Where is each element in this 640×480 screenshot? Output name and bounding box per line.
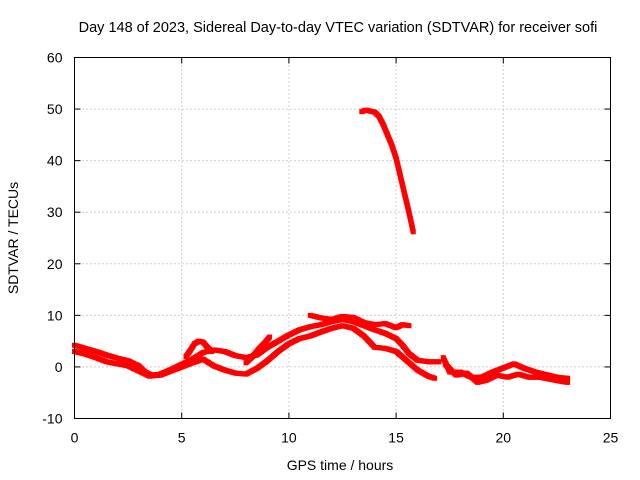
x-tick-label: 10 — [281, 430, 297, 446]
series-segment_11_15h — [307, 312, 412, 331]
grid-lines — [74, 57, 611, 419]
data-point — [209, 348, 215, 354]
y-tick-label: 10 — [47, 307, 63, 323]
y-axis-label: SDTVAR / TECUs — [5, 182, 21, 294]
y-tick-label: 60 — [47, 50, 63, 66]
y-tick-label: 30 — [47, 204, 63, 220]
y-tick-labels: -10 0 10 20 30 40 50 60 — [42, 50, 62, 427]
data-point — [406, 323, 412, 329]
data-point — [432, 375, 438, 381]
x-tick-label: 15 — [388, 430, 404, 446]
x-tick-label: 25 — [603, 430, 619, 446]
series-late_band_b — [442, 361, 571, 385]
x-tick-label: 20 — [496, 430, 512, 446]
data-point — [410, 229, 416, 235]
data-point — [267, 334, 273, 340]
data-points — [72, 107, 571, 385]
data-point — [436, 359, 442, 365]
x-axis-label: GPS time / hours — [287, 457, 394, 473]
y-tick-label: 50 — [47, 101, 63, 117]
data-point — [565, 375, 571, 381]
y-tick-label: 40 — [47, 153, 63, 169]
series-main_band_lower — [72, 323, 438, 381]
x-tick-label: 0 — [71, 430, 79, 446]
axis-ticks — [74, 57, 611, 419]
data-point — [565, 379, 571, 385]
plot-frame — [74, 57, 611, 419]
x-tick-label: 5 — [178, 430, 186, 446]
chart-title: Day 148 of 2023, Sidereal Day-to-day VTE… — [79, 20, 598, 36]
series-steep_descent — [359, 107, 416, 235]
y-tick-label: -10 — [42, 411, 62, 427]
series-segment_6h — [183, 338, 215, 360]
x-tick-labels: 0 5 10 15 20 25 — [71, 430, 619, 446]
series-segment_8_9h — [243, 334, 273, 366]
y-tick-label: 0 — [55, 359, 63, 375]
y-tick-label: 20 — [47, 256, 63, 272]
